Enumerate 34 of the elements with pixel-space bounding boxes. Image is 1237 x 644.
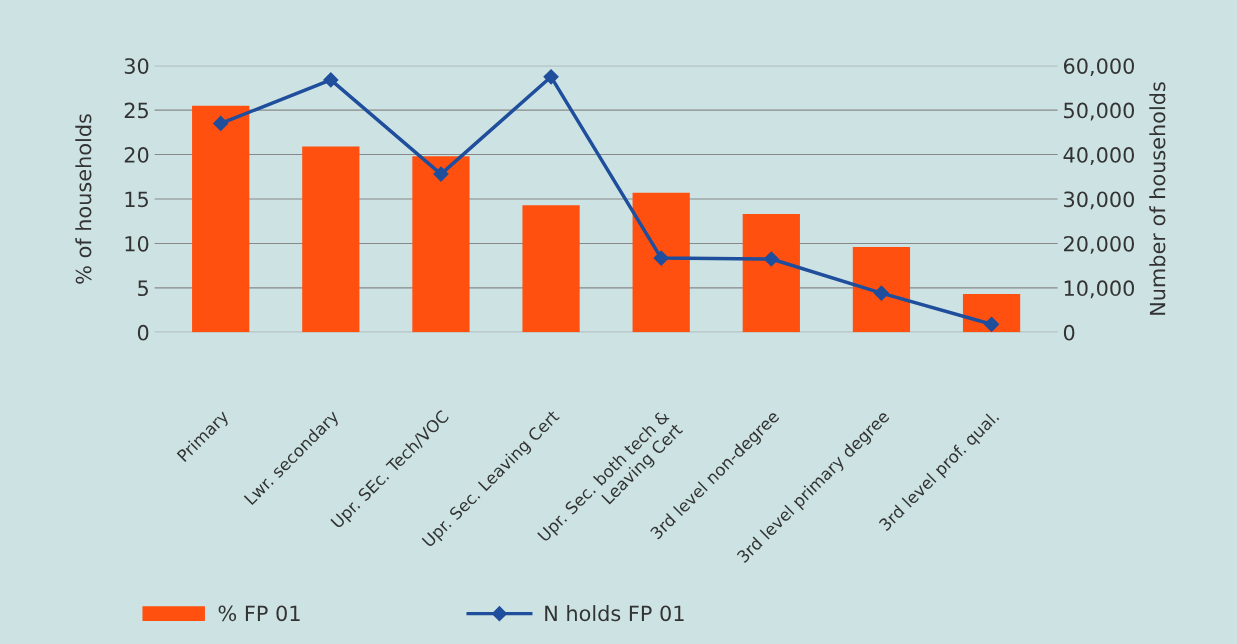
point	[983, 316, 1000, 332]
y-tick-label: 30	[124, 58, 149, 74]
y2-axis-title: Number of households	[1149, 82, 1166, 315]
point	[323, 72, 339, 88]
y-axis-title: % of households	[75, 114, 92, 284]
y2-tick-label: 60,000	[1063, 58, 1135, 77]
point	[873, 285, 890, 301]
bar	[412, 156, 470, 333]
y-tick-label: 20	[124, 147, 149, 163]
y2-tick-label: 40,000	[1063, 147, 1135, 165]
point	[653, 250, 669, 266]
y-tick-label: 0	[137, 324, 149, 341]
bar	[962, 294, 1021, 333]
y2-tick-label: 10,000	[1064, 280, 1135, 299]
point	[433, 166, 449, 182]
y2-tick-label: 20,000	[1064, 235, 1135, 254]
bar	[742, 214, 800, 333]
point	[543, 69, 559, 85]
bar	[522, 205, 580, 333]
bar	[852, 246, 911, 333]
y2-tick-label: 0	[1063, 324, 1075, 341]
point	[213, 115, 229, 132]
legend-label: N holds FP 01	[545, 605, 684, 622]
bar	[632, 192, 690, 333]
y-tick-label: 15	[125, 191, 148, 208]
legend-label: % FP 01	[218, 605, 300, 622]
y-tick-label: 25	[124, 102, 148, 119]
y-tick-label: 10	[125, 235, 149, 252]
bar	[302, 146, 360, 333]
y2-tick-label: 50,000	[1064, 102, 1135, 121]
point	[763, 251, 779, 267]
y2-tick-label: 30,000	[1064, 191, 1135, 210]
bar	[192, 105, 250, 333]
y-tick-label: 5	[138, 280, 148, 297]
